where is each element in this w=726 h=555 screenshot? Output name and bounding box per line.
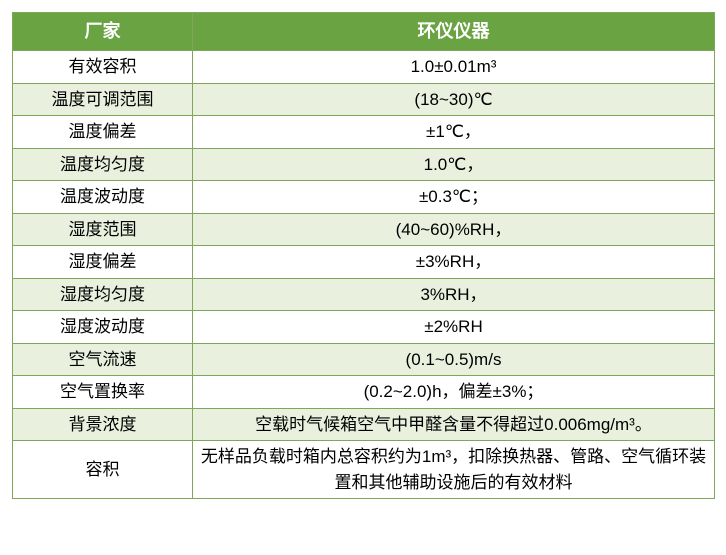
row-value: (0.1~0.5)m/s: [193, 343, 715, 376]
row-value: (40~60)%RH，: [193, 213, 715, 246]
row-label: 有效容积: [13, 51, 193, 84]
spec-table: 厂家 环仪仪器 有效容积 1.0±0.01m³ 温度可调范围 (18~30)℃ …: [12, 12, 715, 499]
row-label: 温度可调范围: [13, 83, 193, 116]
header-vendor: 厂家: [13, 13, 193, 51]
table-row: 容积 无样品负载时箱内总容积约为1m³，扣除换热器、管路、空气循环装置和其他辅助…: [13, 441, 715, 499]
table-row: 空气置换率 (0.2~2.0)h，偏差±3%；: [13, 376, 715, 409]
table-row: 温度均匀度 1.0℃，: [13, 148, 715, 181]
table-row: 空气流速 (0.1~0.5)m/s: [13, 343, 715, 376]
table-row: 有效容积 1.0±0.01m³: [13, 51, 715, 84]
table-row: 温度波动度 ±0.3℃；: [13, 181, 715, 214]
row-value: ±3%RH，: [193, 246, 715, 279]
row-label: 背景浓度: [13, 408, 193, 441]
header-value: 环仪仪器: [193, 13, 715, 51]
table-row: 温度可调范围 (18~30)℃: [13, 83, 715, 116]
row-label: 容积: [13, 441, 193, 499]
table-row: 背景浓度 空载时气候箱空气中甲醛含量不得超过0.006mg/m³。: [13, 408, 715, 441]
row-label: 湿度均匀度: [13, 278, 193, 311]
table-row: 湿度偏差 ±3%RH，: [13, 246, 715, 279]
row-label: 湿度范围: [13, 213, 193, 246]
row-value: ±2%RH: [193, 311, 715, 344]
row-label: 空气置换率: [13, 376, 193, 409]
row-value: ±1℃，: [193, 116, 715, 149]
row-value: ±0.3℃；: [193, 181, 715, 214]
row-value: (18~30)℃: [193, 83, 715, 116]
row-value: 空载时气候箱空气中甲醛含量不得超过0.006mg/m³。: [193, 408, 715, 441]
table-row: 湿度均匀度 3%RH，: [13, 278, 715, 311]
row-label: 温度波动度: [13, 181, 193, 214]
table-body: 有效容积 1.0±0.01m³ 温度可调范围 (18~30)℃ 温度偏差 ±1℃…: [13, 51, 715, 499]
row-label: 温度偏差: [13, 116, 193, 149]
row-value: 3%RH，: [193, 278, 715, 311]
row-value: (0.2~2.0)h，偏差±3%；: [193, 376, 715, 409]
row-label: 空气流速: [13, 343, 193, 376]
row-label: 湿度偏差: [13, 246, 193, 279]
row-label: 湿度波动度: [13, 311, 193, 344]
row-value: 无样品负载时箱内总容积约为1m³，扣除换热器、管路、空气循环装置和其他辅助设施后…: [193, 441, 715, 499]
table-row: 温度偏差 ±1℃，: [13, 116, 715, 149]
table-row: 湿度范围 (40~60)%RH，: [13, 213, 715, 246]
row-label: 温度均匀度: [13, 148, 193, 181]
table-header-row: 厂家 环仪仪器: [13, 13, 715, 51]
row-value: 1.0±0.01m³: [193, 51, 715, 84]
table-row: 湿度波动度 ±2%RH: [13, 311, 715, 344]
row-value: 1.0℃，: [193, 148, 715, 181]
